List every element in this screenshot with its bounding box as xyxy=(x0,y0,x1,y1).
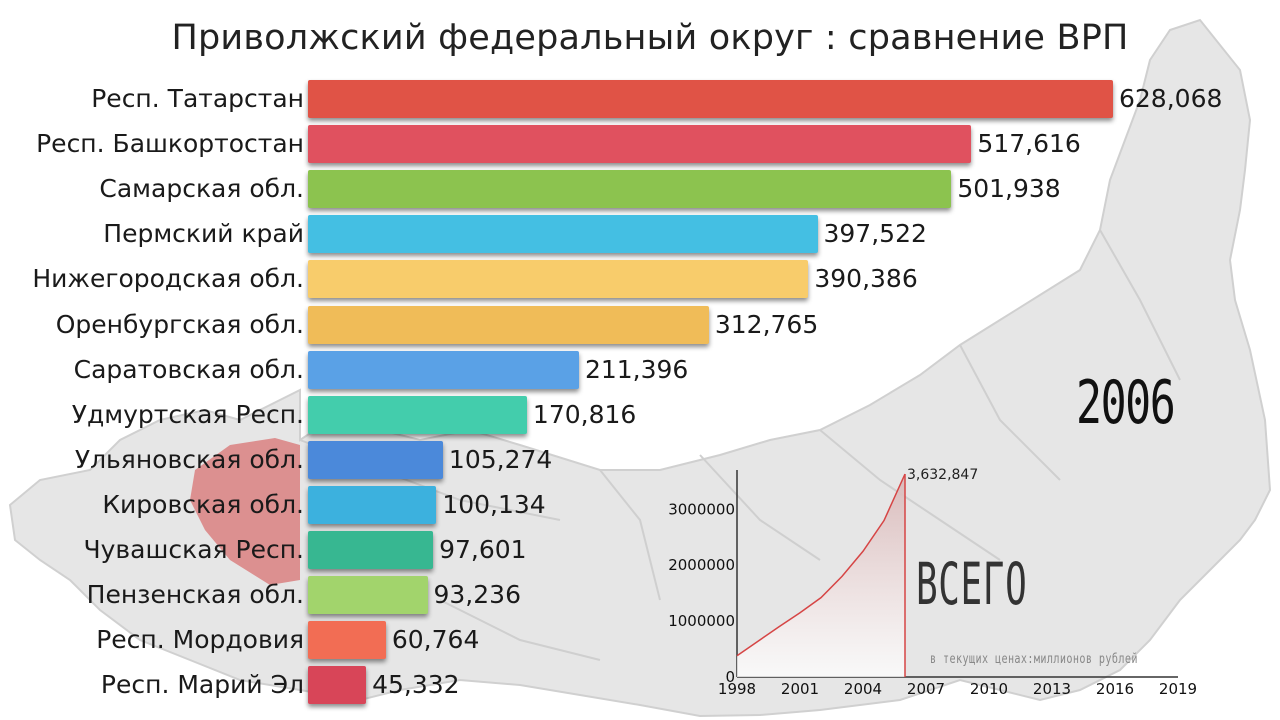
x-tick-label: 2004 xyxy=(844,680,882,698)
bar xyxy=(308,666,367,705)
bar-category-label: Пензенская обл. xyxy=(86,580,304,610)
bar xyxy=(308,125,972,164)
bar-value-label: 628,068 xyxy=(1119,84,1223,113)
bar-value-label: 397,522 xyxy=(823,219,927,249)
bar xyxy=(308,485,437,524)
x-tick-label: 2019 xyxy=(1159,680,1197,698)
y-tick-label: 2000000 xyxy=(668,556,735,574)
bar-category-label: Ульяновская обл. xyxy=(74,444,304,474)
bar-value-label: 312,765 xyxy=(714,309,819,339)
year-label: 2006 xyxy=(1076,368,1176,438)
x-tick-label: 2016 xyxy=(1096,680,1134,698)
bar-category-label: Удмуртская Респ. xyxy=(71,399,304,429)
chart-title: Приволжский федеральный округ : сравнени… xyxy=(171,18,1129,58)
bar-category-label: Самарская обл. xyxy=(99,174,304,204)
bar-value-label: 211,396 xyxy=(584,354,689,384)
total-label: ВСЕГО xyxy=(916,550,1028,618)
x-tick-label: 2001 xyxy=(781,680,819,698)
x-tick-label: 2013 xyxy=(1033,680,1071,698)
y-tick-label: 1000000 xyxy=(668,612,735,630)
bar-value-label: 97,601 xyxy=(439,535,527,564)
bar-value-label: 100,134 xyxy=(442,489,546,519)
bar-category-label: Саратовская обл. xyxy=(73,354,304,384)
bar-category-label: Чувашская Респ. xyxy=(83,535,304,564)
bar xyxy=(308,350,579,389)
y-tick-label: 3000000 xyxy=(668,500,735,518)
bar xyxy=(308,260,809,299)
series-line xyxy=(736,473,906,657)
y-tick-label: 0 xyxy=(725,668,735,686)
bar-value-label: 517,616 xyxy=(977,129,1081,159)
bar-value-label: 45,332 xyxy=(372,670,460,700)
bar xyxy=(308,305,709,344)
bar-category-label: Оренбургская обл. xyxy=(55,309,304,339)
bar-category-label: Респ. Мордовия xyxy=(96,625,304,655)
bar-category-label: Кировская обл. xyxy=(102,489,304,519)
bar xyxy=(308,395,527,434)
x-tick-label: 1998 xyxy=(718,680,756,698)
bar-value-label: 60,764 xyxy=(391,625,480,655)
map-highlight-region xyxy=(190,438,300,585)
bar xyxy=(308,215,818,254)
area-fill xyxy=(737,474,905,677)
x-tick-label: 2007 xyxy=(907,680,945,698)
x-tick-label: 2010 xyxy=(970,680,1008,698)
map-lines xyxy=(299,229,1181,661)
end-value-label: 3,632,847 xyxy=(907,467,978,483)
bar-category-label: Респ. Марий Эл xyxy=(100,670,304,700)
bar xyxy=(308,531,434,569)
bar xyxy=(308,576,428,615)
bar xyxy=(308,170,952,209)
bar-value-label: 105,274 xyxy=(448,444,553,474)
bar-category-label: Респ. Башкортостан xyxy=(36,129,304,159)
bar-value-label: 501,938 xyxy=(957,174,1061,204)
bar-category-label: Пермский край xyxy=(103,219,304,249)
bar-category-label: Респ. Татарстан xyxy=(91,84,304,113)
bar-category-label: Нижегородская обл. xyxy=(32,264,304,294)
bar xyxy=(308,440,443,479)
bar-value-label: 390,386 xyxy=(814,264,918,294)
bar-value-label: 170,816 xyxy=(532,399,637,429)
total-note: в текущих ценах:миллионов рублей xyxy=(930,652,1138,667)
bar xyxy=(308,621,386,660)
bar xyxy=(308,80,1113,118)
bar-value-label: 93,236 xyxy=(433,580,521,610)
